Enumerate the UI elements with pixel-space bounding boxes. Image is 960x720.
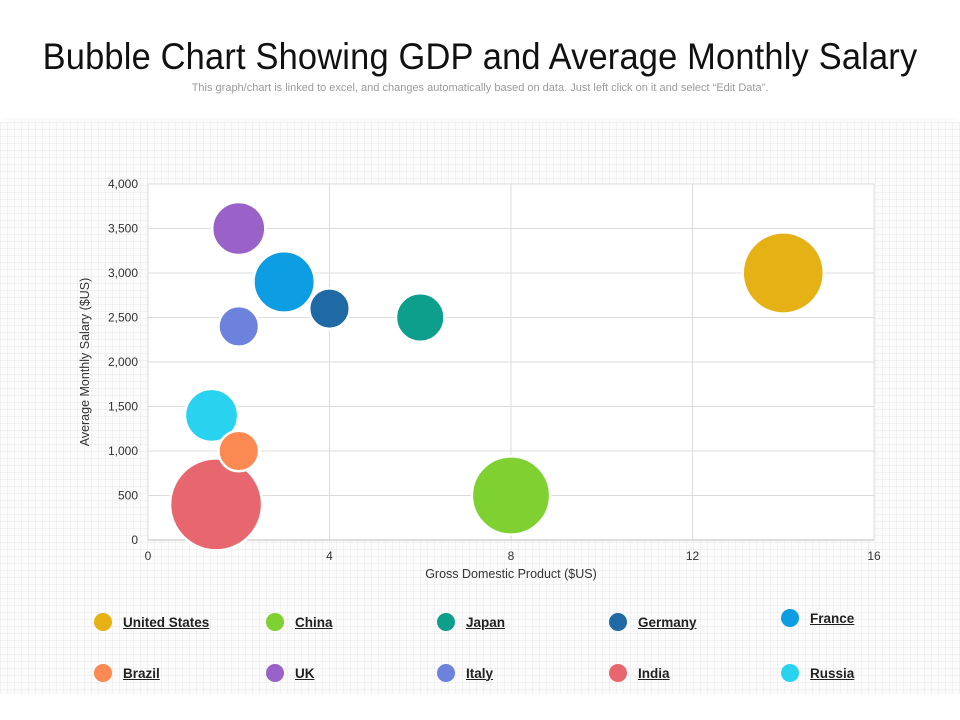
y-tick-label: 500 <box>118 489 138 503</box>
legend-swatch <box>266 613 284 631</box>
bubble-india[interactable] <box>168 457 264 552</box>
x-tick-label: 0 <box>145 549 152 563</box>
legend-label: France <box>810 610 855 626</box>
legend-item-uk[interactable]: UK <box>266 662 315 684</box>
bubble-russia[interactable] <box>183 387 240 444</box>
legend-item-france[interactable]: France <box>781 607 854 629</box>
legend-swatch <box>94 664 112 682</box>
y-tick-label: 4,000 <box>108 177 138 191</box>
x-tick-label: 4 <box>326 549 333 563</box>
legend-swatch <box>781 664 799 682</box>
legend-item-russia[interactable]: Russia <box>781 662 854 684</box>
legend-swatch <box>437 613 455 631</box>
legend-label: China <box>295 614 333 630</box>
y-tick-label: 3,500 <box>108 222 138 236</box>
legend-item-germany[interactable]: Germany <box>609 611 697 633</box>
bubble-chart[interactable]: 0 500 1,000 1,500 2,000 2,500 3,000 3,500 4,000 0… <box>0 122 960 694</box>
legend-swatch <box>437 664 455 682</box>
legend-label: India <box>638 665 670 681</box>
legend-item-japan[interactable]: Japan <box>437 611 505 633</box>
bubble-germany[interactable] <box>307 287 352 331</box>
legend-label: Japan <box>466 614 506 630</box>
legend-item-brazil[interactable]: Brazil <box>94 662 160 684</box>
x-tick-label: 16 <box>867 549 881 563</box>
header: Bubble Chart Showing GDP and Average Mon… <box>0 0 960 118</box>
legend-item-china[interactable]: China <box>266 611 333 633</box>
bubble-brazil[interactable] <box>217 429 261 473</box>
legend-item-italy[interactable]: Italy <box>437 662 493 684</box>
legend-label: Brazil <box>123 665 160 681</box>
legend-label: Italy <box>466 665 494 681</box>
y-tick-label: 0 <box>131 533 138 547</box>
y-tick-label: 2,000 <box>108 355 138 369</box>
bubble-japan[interactable] <box>394 292 446 343</box>
legend-label: Germany <box>638 614 697 630</box>
x-tick-label: 12 <box>686 549 700 563</box>
legend-swatch <box>266 664 284 682</box>
x-tick-label: 8 <box>508 549 515 563</box>
bubble-china[interactable] <box>470 455 552 536</box>
page-subtitle: This graph/chart is linked to excel, and… <box>191 82 769 94</box>
y-tick-label: 2,500 <box>108 311 138 325</box>
page-title: Bubble Chart Showing GDP and Average Mon… <box>42 36 918 77</box>
legend-swatch <box>94 613 112 631</box>
bubble-france[interactable] <box>252 249 317 314</box>
bubble-italy[interactable] <box>217 304 261 348</box>
y-tick-label: 3,000 <box>108 266 138 280</box>
chart-panel: 0 500 1,000 1,500 2,000 2,500 3,000 3,500 4,000 0… <box>0 122 960 694</box>
legend-swatch <box>609 613 627 631</box>
x-axis-label: Gross Domestic Product ($US) <box>425 567 597 581</box>
legend-item-india[interactable]: India <box>609 662 670 684</box>
legend-swatch <box>609 664 627 682</box>
legend-swatch <box>781 609 799 627</box>
bubble-uk[interactable] <box>210 200 267 257</box>
legend-item-united-states[interactable]: United States <box>94 611 209 633</box>
legend-label: UK <box>295 665 315 681</box>
y-axis-label: Average Monthly Salary ($US) <box>78 278 92 447</box>
y-tick-label: 1,500 <box>108 400 138 414</box>
legend-label: United States <box>123 614 210 630</box>
bubble-united-states[interactable] <box>741 231 826 315</box>
y-tick-label: 1,000 <box>108 444 138 458</box>
legend-label: Russia <box>810 665 855 681</box>
